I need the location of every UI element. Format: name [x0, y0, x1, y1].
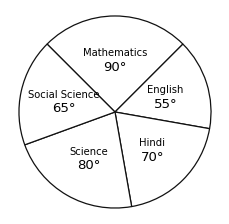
Wedge shape [25, 112, 131, 208]
Text: Social Science: Social Science [27, 90, 99, 99]
Wedge shape [19, 44, 114, 145]
Text: 70°: 70° [140, 151, 163, 164]
Text: 55°: 55° [153, 98, 176, 111]
Text: 80°: 80° [76, 159, 100, 172]
Wedge shape [114, 44, 210, 129]
Text: 65°: 65° [52, 102, 75, 115]
Text: Science: Science [69, 147, 107, 157]
Wedge shape [47, 16, 182, 112]
Text: English: English [147, 85, 183, 95]
Wedge shape [114, 112, 209, 207]
Text: Hindi: Hindi [139, 138, 165, 148]
Text: Mathematics: Mathematics [82, 48, 147, 58]
Text: 90°: 90° [103, 61, 126, 74]
